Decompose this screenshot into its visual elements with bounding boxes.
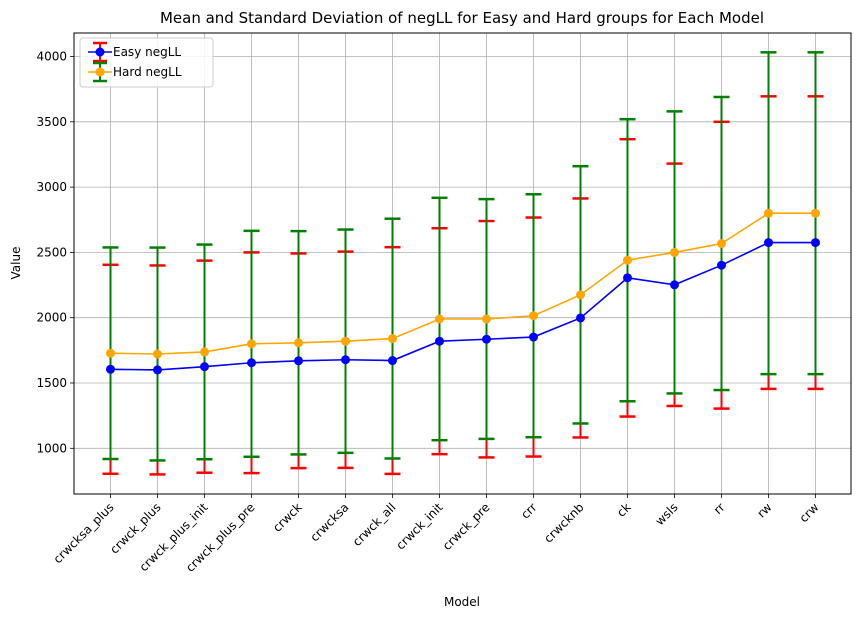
data-point-easy — [670, 280, 679, 290]
data-point-hard — [200, 347, 209, 357]
legend-label: Easy negLL — [113, 45, 181, 59]
y-tick-label: 2500 — [36, 245, 67, 259]
y-tick-label: 1000 — [36, 441, 67, 455]
data-point-hard — [576, 290, 585, 300]
data-point-hard — [529, 311, 538, 321]
data-point-easy — [482, 334, 491, 344]
data-point-hard — [435, 314, 444, 324]
legend-marker — [95, 47, 105, 57]
series-line-hard — [110, 212, 816, 355]
data-point-easy — [106, 364, 115, 374]
data-point-hard — [106, 348, 115, 358]
data-point-easy — [529, 332, 538, 342]
data-point-easy — [200, 362, 209, 372]
series-points-layer — [106, 208, 820, 375]
data-point-easy — [623, 273, 632, 283]
legend-label: Hard negLL — [113, 65, 182, 79]
series-line-easy — [110, 241, 816, 371]
chart-title: Mean and Standard Deviation of negLL for… — [160, 9, 764, 27]
y-tick-label: 4000 — [36, 50, 67, 64]
legend-marker — [95, 67, 105, 77]
data-point-easy — [294, 356, 303, 366]
data-point-easy — [811, 238, 820, 248]
legend-box — [79, 37, 214, 88]
data-point-hard — [153, 349, 162, 359]
y-tick-label: 3000 — [36, 180, 67, 194]
data-point-easy — [153, 365, 162, 375]
data-point-easy — [717, 260, 726, 270]
data-point-easy — [247, 358, 256, 368]
plot-frame — [73, 32, 852, 495]
data-point-hard — [811, 208, 820, 218]
legend-entries: Easy negLL Hard negLL — [88, 41, 182, 83]
data-point-hard — [247, 339, 256, 349]
legend: Easy negLL Hard negLL — [79, 37, 214, 88]
data-point-hard — [623, 255, 632, 265]
series-lines-layer — [110, 212, 816, 371]
data-point-easy — [764, 238, 773, 248]
data-point-hard — [482, 314, 491, 324]
data-point-hard — [341, 336, 350, 346]
x-axis-title: Model — [444, 595, 480, 609]
data-point-easy — [435, 336, 444, 346]
y-tick-label: 2000 — [36, 311, 67, 325]
data-point-hard — [717, 239, 726, 249]
y-tick-label: 1500 — [36, 376, 67, 390]
y-axis-title: Value — [9, 247, 23, 280]
y-tick-label: 3500 — [36, 115, 67, 129]
data-point-hard — [294, 338, 303, 348]
data-point-hard — [670, 247, 679, 257]
data-point-hard — [764, 208, 773, 218]
data-point-easy — [341, 355, 350, 365]
data-point-hard — [388, 334, 397, 344]
data-point-easy — [576, 313, 585, 323]
data-point-easy — [388, 356, 397, 366]
